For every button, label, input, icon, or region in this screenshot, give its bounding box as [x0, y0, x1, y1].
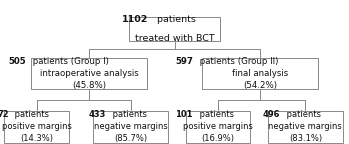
Text: 433: 433 — [88, 110, 105, 119]
Text: negative margins: negative margins — [94, 122, 168, 131]
Text: 496: 496 — [0, 143, 1, 144]
FancyBboxPatch shape — [186, 111, 251, 143]
Text: treated with BCT: treated with BCT — [135, 34, 214, 43]
Text: (85.7%): (85.7%) — [114, 134, 147, 143]
FancyBboxPatch shape — [268, 111, 343, 143]
Text: 1102 patients: 1102 patients — [0, 143, 1, 144]
Text: negative margins: negative margins — [268, 122, 342, 131]
Text: 597: 597 — [0, 143, 1, 144]
Text: 505 patients (Group I): 505 patients (Group I) — [0, 143, 1, 144]
FancyBboxPatch shape — [94, 111, 169, 143]
Text: (54.2%): (54.2%) — [243, 81, 277, 90]
Text: patients: patients — [284, 110, 321, 119]
Text: patients: patients — [197, 110, 234, 119]
Text: 505: 505 — [0, 143, 1, 144]
Text: patients (Group II): patients (Group II) — [198, 57, 279, 66]
Text: 72 patients: 72 patients — [0, 143, 1, 144]
Text: patients: patients — [110, 110, 147, 119]
Text: 496: 496 — [263, 110, 280, 119]
FancyBboxPatch shape — [129, 17, 220, 41]
Text: final analysis: final analysis — [232, 69, 288, 78]
FancyBboxPatch shape — [31, 58, 147, 89]
Text: (83.1%): (83.1%) — [289, 134, 322, 143]
Text: patients: patients — [154, 15, 196, 24]
FancyBboxPatch shape — [4, 111, 69, 143]
Text: patients (Group I): patients (Group I) — [30, 57, 109, 66]
Text: 1102: 1102 — [122, 15, 148, 24]
Text: 101: 101 — [176, 110, 193, 119]
Text: 597: 597 — [176, 57, 193, 66]
Text: (45.8%): (45.8%) — [72, 81, 106, 90]
FancyBboxPatch shape — [202, 58, 318, 89]
Text: 72: 72 — [0, 110, 9, 119]
Text: 1102: 1102 — [0, 143, 1, 144]
Text: 101 patients: 101 patients — [0, 143, 1, 144]
Text: (16.9%): (16.9%) — [202, 134, 235, 143]
Text: 496 patients: 496 patients — [0, 143, 1, 144]
Text: (14.3%): (14.3%) — [20, 134, 53, 143]
Text: 433: 433 — [0, 143, 1, 144]
Text: intraoperative analysis: intraoperative analysis — [40, 69, 138, 78]
Text: 72: 72 — [0, 143, 1, 144]
Text: 101: 101 — [0, 143, 1, 144]
Text: 597 patients (Group II): 597 patients (Group II) — [0, 143, 1, 144]
Text: 433 patients: 433 patients — [0, 143, 1, 144]
Text: patients: patients — [12, 110, 49, 119]
Text: 505: 505 — [8, 57, 26, 66]
Text: positive margins: positive margins — [183, 122, 253, 131]
Text: positive margins: positive margins — [2, 122, 72, 131]
